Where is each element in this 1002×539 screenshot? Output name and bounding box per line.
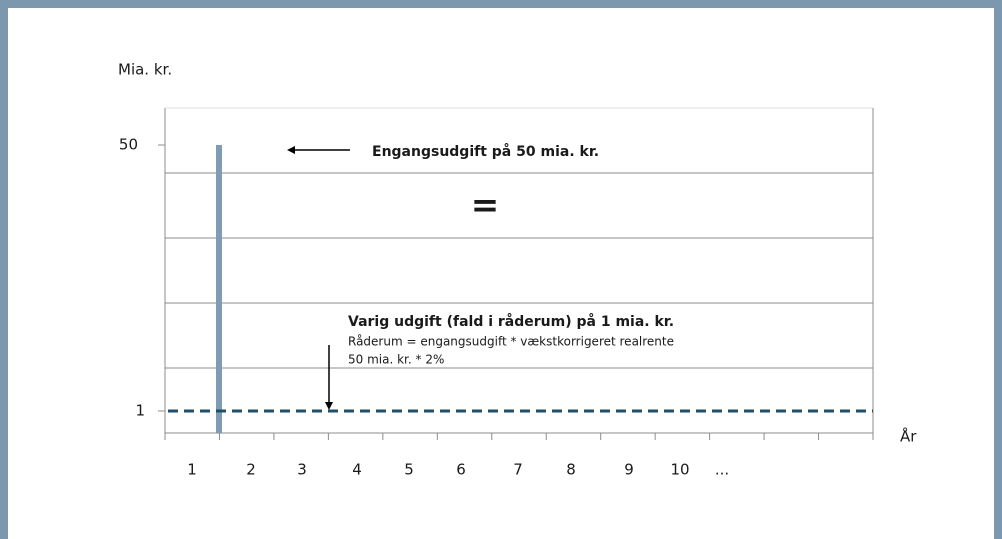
annotation: Varig udgift (fald i råderum) på 1 mia. … [348,313,674,330]
x-tick-label: 4 [352,461,362,479]
panel [8,8,994,539]
one-time-bar [216,145,222,433]
x-tick-label: 7 [513,461,523,479]
y-axis-label: Mia. kr. [118,61,172,79]
x-tick-label: 10 [670,461,689,479]
x-tick-label: 8 [566,461,576,479]
x-axis-label: År [900,427,917,446]
y-tick-label: 1 [135,402,145,420]
x-tick-label: 9 [624,461,634,479]
annotation: 50 mia. kr. * 2% [348,353,444,367]
arrow-head [325,402,333,410]
x-tick-label: 2 [246,461,256,479]
x-ticks [164,433,874,440]
x-tick-label: 1 [187,461,197,479]
y-tick-label: 50 [119,136,138,154]
x-tick-label: 3 [297,461,307,479]
grid [158,107,874,434]
annotation: Råderum = engangsudgift * vækstkorrigere… [348,335,674,349]
x-tick-label: ... [715,461,729,479]
arrow-head [287,146,295,154]
annotation: Engangsudgift på 50 mia. kr. [372,143,599,160]
x-tick-label: 5 [404,461,414,479]
x-tick-labels: 1 2 3 4 5 6 7 8 9 10... [187,461,729,479]
x-tick-label: 6 [456,461,466,479]
equals-sign: = [471,186,500,226]
